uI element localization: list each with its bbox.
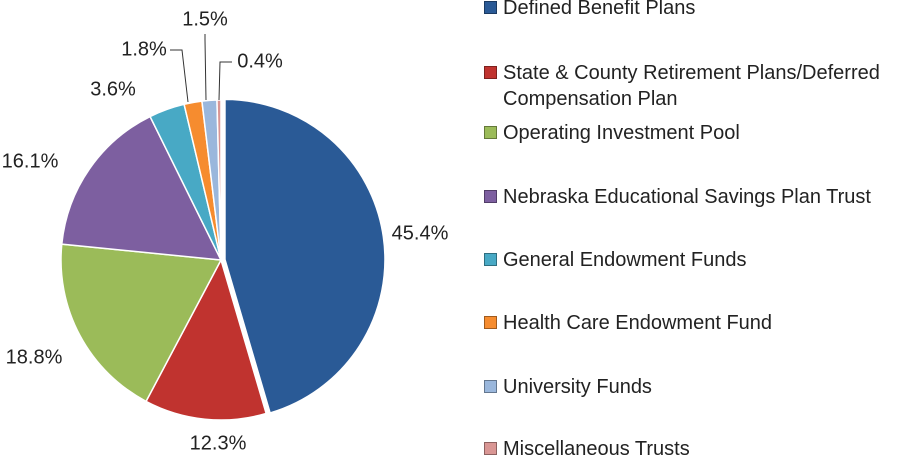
legend-item: Miscellaneous Trusts — [484, 436, 894, 462]
legend-swatch — [484, 190, 497, 203]
legend-label: State & County Retirement Plans/Deferred… — [503, 62, 880, 110]
leader-line — [204, 34, 207, 101]
pie-slice — [145, 258, 268, 421]
legend-swatch — [484, 316, 497, 329]
data-label: 3.6% — [90, 78, 136, 100]
legend-item: Defined Benefit Plans — [484, 0, 894, 21]
legend-swatch — [484, 126, 497, 139]
legend-label: Defined Benefit Plans — [503, 0, 696, 19]
legend-item: General Endowment Funds — [484, 247, 894, 273]
legend-swatch — [484, 442, 497, 455]
pie-slice — [60, 243, 223, 403]
leader-line — [170, 49, 189, 103]
data-label: 16.1% — [2, 150, 59, 172]
legend-swatch — [484, 1, 497, 14]
leader-line — [218, 61, 232, 101]
legend-label: General Endowment Funds — [503, 249, 747, 271]
data-label: 1.8% — [121, 38, 167, 60]
legend-item: Operating Investment Pool — [484, 120, 894, 146]
data-label: 45.4% — [392, 222, 449, 244]
legend: Defined Benefit Plans State & County Reti… — [484, 0, 900, 462]
legend-item: Nebraska Educational Savings Plan Trust — [484, 184, 894, 210]
legend-swatch — [484, 380, 497, 393]
pie-slice — [216, 99, 222, 261]
legend-label: University Funds — [503, 376, 652, 398]
data-label: 18.8% — [6, 346, 63, 368]
data-label: 0.4% — [237, 50, 283, 72]
legend-label: Miscellaneous Trusts — [503, 438, 690, 460]
pie-area: 45.4% 12.3% 18.8% 16.1% 3.6% 1.8% 1.5% 0.4% — [2, 8, 449, 454]
data-label: 12.3% — [190, 432, 247, 454]
pie-slice — [60, 115, 223, 261]
legend-swatch — [484, 66, 497, 79]
data-label: 1.5% — [182, 8, 228, 30]
pie-slice — [224, 98, 386, 414]
legend-item: State & County Retirement Plans/Deferred… — [484, 60, 894, 112]
legend-label: Nebraska Educational Savings Plan Trust — [503, 186, 871, 208]
legend-swatch — [484, 253, 497, 266]
legend-item: Health Care Endowment Fund — [484, 310, 894, 336]
legend-label: Health Care Endowment Fund — [503, 312, 773, 334]
legend-item: University Funds — [484, 374, 894, 400]
legend-label: Operating Investment Pool — [503, 122, 740, 144]
